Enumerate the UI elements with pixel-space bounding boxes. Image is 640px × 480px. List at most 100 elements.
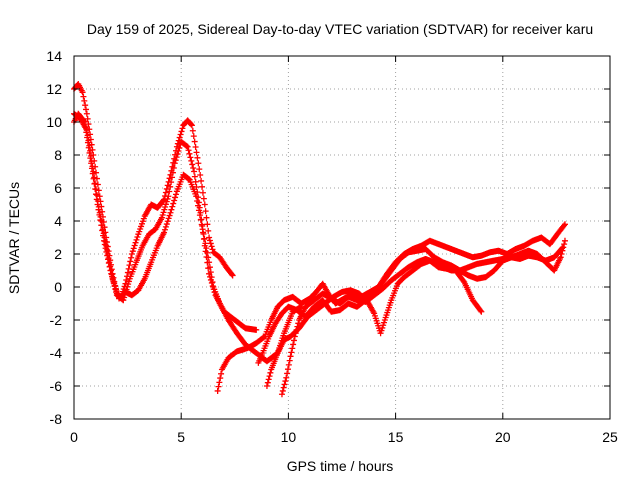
data-point <box>160 197 167 204</box>
y-tick-label: 2 <box>54 246 62 262</box>
data-point <box>267 369 274 376</box>
data-point <box>559 244 566 251</box>
data-point <box>207 240 214 247</box>
data-point <box>187 154 194 161</box>
data-point <box>175 147 182 154</box>
data-point <box>168 206 175 213</box>
data-point <box>96 193 103 200</box>
data-point <box>158 214 165 221</box>
data-point <box>98 218 105 224</box>
data-point <box>166 212 173 219</box>
data-point <box>214 387 221 394</box>
data-point <box>93 186 100 193</box>
data-point <box>478 308 485 315</box>
x-tick-labels: 0 5 10 15 20 25 <box>70 429 618 445</box>
data-point <box>260 334 267 341</box>
data-point <box>93 169 100 176</box>
data-point <box>188 122 195 129</box>
data-point <box>161 229 168 236</box>
data-point <box>128 251 135 257</box>
data-point <box>292 330 299 337</box>
x-tick-label: 10 <box>281 429 297 445</box>
data-point <box>477 307 484 314</box>
data-point <box>229 272 236 279</box>
data-point <box>285 361 292 368</box>
data-point <box>91 174 98 181</box>
data-points-layer <box>71 81 568 398</box>
data-point <box>189 127 196 134</box>
data-point <box>85 137 92 144</box>
data-point <box>197 216 204 223</box>
data-point <box>194 197 201 204</box>
data-point <box>131 242 138 249</box>
data-point <box>83 127 90 134</box>
data-point <box>172 191 179 198</box>
data-point <box>287 353 294 360</box>
data-point <box>124 283 131 290</box>
data-point <box>200 230 207 237</box>
data-point <box>161 226 168 233</box>
data-point <box>265 376 272 383</box>
data-point <box>201 235 208 242</box>
data-point <box>263 383 270 389</box>
data-point <box>84 115 91 122</box>
data-point <box>228 271 235 278</box>
data-point <box>201 201 208 208</box>
data-point <box>107 263 114 270</box>
data-point <box>163 221 170 228</box>
data-point <box>83 110 90 117</box>
data-point <box>279 387 286 394</box>
y-tick-label: 0 <box>54 279 62 295</box>
data-point <box>294 323 301 330</box>
data-point <box>88 158 95 165</box>
data-point <box>561 241 568 248</box>
data-point <box>169 174 176 181</box>
data-point <box>561 222 568 229</box>
data-point <box>176 144 183 151</box>
data-point <box>561 237 568 244</box>
data-point <box>92 191 99 198</box>
data-point <box>171 197 178 204</box>
data-point <box>107 267 114 274</box>
data-point <box>130 245 137 252</box>
data-point <box>169 169 176 176</box>
data-point <box>558 245 565 252</box>
data-point <box>120 297 127 304</box>
data-point <box>264 379 271 386</box>
data-point <box>95 203 102 210</box>
data-point <box>159 212 166 219</box>
x-tick-label: 5 <box>177 429 185 445</box>
data-point <box>202 240 209 247</box>
data-point <box>199 183 206 190</box>
data-point <box>195 207 202 214</box>
data-point <box>127 258 134 265</box>
data-point <box>171 160 178 167</box>
data-point <box>199 189 206 196</box>
data-point <box>289 345 296 352</box>
data-point <box>191 173 198 180</box>
data-point <box>206 259 213 266</box>
data-point <box>90 168 97 175</box>
data-point <box>173 154 180 161</box>
data-point <box>132 239 139 246</box>
data-point <box>284 370 291 377</box>
data-point <box>174 151 181 158</box>
data-point <box>94 197 101 204</box>
data-point <box>197 172 204 179</box>
data-point <box>166 188 173 195</box>
data-point <box>206 237 213 244</box>
data-point <box>169 203 176 210</box>
data-point <box>288 349 295 356</box>
data-point <box>101 234 108 241</box>
data-point <box>162 189 169 196</box>
data-point <box>103 246 110 253</box>
plot-frame <box>73 55 611 420</box>
data-point <box>164 195 171 202</box>
data-point <box>266 373 273 380</box>
data-point <box>280 384 287 391</box>
data-point <box>184 143 191 150</box>
data-point <box>203 214 210 221</box>
data-point <box>163 198 170 205</box>
data-point <box>87 147 94 154</box>
